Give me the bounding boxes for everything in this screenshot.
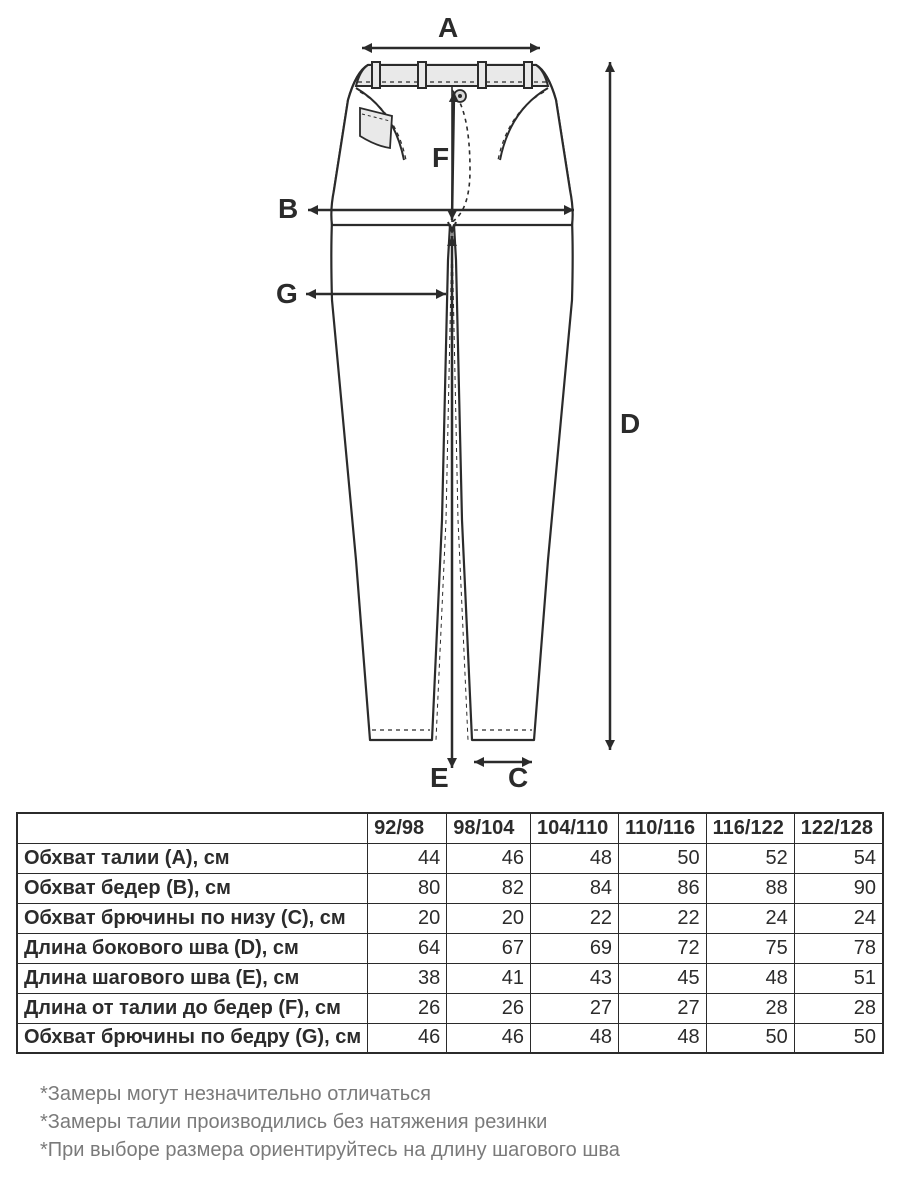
dim-label-B: B bbox=[278, 193, 298, 225]
measurement-value: 41 bbox=[447, 963, 531, 993]
table-row: Длина бокового шва (D), см646769727578 bbox=[17, 933, 883, 963]
dim-label-F: F bbox=[432, 142, 449, 174]
measurement-value: 27 bbox=[619, 993, 707, 1023]
table-header-size: 98/104 bbox=[447, 813, 531, 843]
measurement-value: 75 bbox=[706, 933, 794, 963]
measurement-value: 22 bbox=[531, 903, 619, 933]
measurement-value: 46 bbox=[447, 1023, 531, 1053]
table-row: Обхват брючины по низу (C), см2020222224… bbox=[17, 903, 883, 933]
pants-measurement-diagram: A B F G D E C bbox=[0, 0, 900, 800]
measurement-value: 50 bbox=[794, 1023, 883, 1053]
measurement-label: Обхват брючины по низу (C), см bbox=[17, 903, 368, 933]
dim-label-E: E bbox=[430, 762, 449, 794]
measurement-value: 20 bbox=[447, 903, 531, 933]
measurement-value: 80 bbox=[368, 873, 447, 903]
measurement-value: 64 bbox=[368, 933, 447, 963]
measurement-value: 50 bbox=[706, 1023, 794, 1053]
table-header-size: 116/122 bbox=[706, 813, 794, 843]
measurement-value: 24 bbox=[794, 903, 883, 933]
measurement-value: 52 bbox=[706, 843, 794, 873]
measurement-label: Длина от талии до бедер (F), см bbox=[17, 993, 368, 1023]
table-header-row: 92/9898/104104/110110/116116/122122/128 bbox=[17, 813, 883, 843]
measurement-value: 46 bbox=[447, 843, 531, 873]
dim-label-A: A bbox=[438, 12, 458, 44]
table-header-size: 104/110 bbox=[531, 813, 619, 843]
dim-label-G: G bbox=[276, 278, 298, 310]
measurement-value: 69 bbox=[531, 933, 619, 963]
table-header-size: 92/98 bbox=[368, 813, 447, 843]
measurement-value: 67 bbox=[447, 933, 531, 963]
measurement-value: 43 bbox=[531, 963, 619, 993]
footnote-line: *При выборе размера ориентируйтесь на дл… bbox=[40, 1136, 860, 1164]
footnotes: *Замеры могут незначительно отличаться*З… bbox=[40, 1080, 860, 1164]
measurement-label: Обхват брючины по бедру (G), см bbox=[17, 1023, 368, 1053]
measurement-value: 86 bbox=[619, 873, 707, 903]
dim-label-D: D bbox=[620, 408, 640, 440]
measurement-value: 22 bbox=[619, 903, 707, 933]
footnote-line: *Замеры могут незначительно отличаться bbox=[40, 1080, 860, 1108]
table-header-size: 122/128 bbox=[794, 813, 883, 843]
measurement-value: 88 bbox=[706, 873, 794, 903]
table-row: Длина шагового шва (E), см384143454851 bbox=[17, 963, 883, 993]
measurement-value: 26 bbox=[447, 993, 531, 1023]
measurement-value: 44 bbox=[368, 843, 447, 873]
measurement-value: 48 bbox=[531, 1023, 619, 1053]
measurement-value: 84 bbox=[531, 873, 619, 903]
measurement-label: Длина шагового шва (E), см bbox=[17, 963, 368, 993]
measurement-value: 27 bbox=[531, 993, 619, 1023]
measurement-value: 90 bbox=[794, 873, 883, 903]
measurement-value: 51 bbox=[794, 963, 883, 993]
size-chart-table: 92/9898/104104/110110/116116/122122/128 … bbox=[16, 812, 884, 1054]
table-row: Обхват брючины по бедру (G), см464648485… bbox=[17, 1023, 883, 1053]
measurement-value: 48 bbox=[531, 843, 619, 873]
measurement-value: 38 bbox=[368, 963, 447, 993]
pants-svg bbox=[0, 0, 900, 800]
measurement-label: Обхват бедер (B), см bbox=[17, 873, 368, 903]
dim-label-C: C bbox=[508, 762, 528, 794]
measurement-value: 28 bbox=[794, 993, 883, 1023]
table-header-size: 110/116 bbox=[619, 813, 707, 843]
measurement-value: 26 bbox=[368, 993, 447, 1023]
measurement-value: 72 bbox=[619, 933, 707, 963]
table-body: Обхват талии (A), см444648505254Обхват б… bbox=[17, 843, 883, 1053]
measurement-value: 48 bbox=[619, 1023, 707, 1053]
table-header-blank bbox=[17, 813, 368, 843]
measurement-value: 24 bbox=[706, 903, 794, 933]
measurement-value: 82 bbox=[447, 873, 531, 903]
measurement-value: 46 bbox=[368, 1023, 447, 1053]
table-head: 92/9898/104104/110110/116116/122122/128 bbox=[17, 813, 883, 843]
measurement-label: Длина бокового шва (D), см bbox=[17, 933, 368, 963]
measurement-value: 45 bbox=[619, 963, 707, 993]
table-row: Обхват талии (A), см444648505254 bbox=[17, 843, 883, 873]
measurement-value: 78 bbox=[794, 933, 883, 963]
measurement-value: 48 bbox=[706, 963, 794, 993]
measurement-value: 50 bbox=[619, 843, 707, 873]
table-row: Обхват бедер (B), см808284868890 bbox=[17, 873, 883, 903]
footnote-line: *Замеры талии производились без натяжени… bbox=[40, 1108, 860, 1136]
measurement-value: 20 bbox=[368, 903, 447, 933]
measurement-label: Обхват талии (A), см bbox=[17, 843, 368, 873]
measurement-value: 54 bbox=[794, 843, 883, 873]
measurement-value: 28 bbox=[706, 993, 794, 1023]
table-row: Длина от талии до бедер (F), см262627272… bbox=[17, 993, 883, 1023]
